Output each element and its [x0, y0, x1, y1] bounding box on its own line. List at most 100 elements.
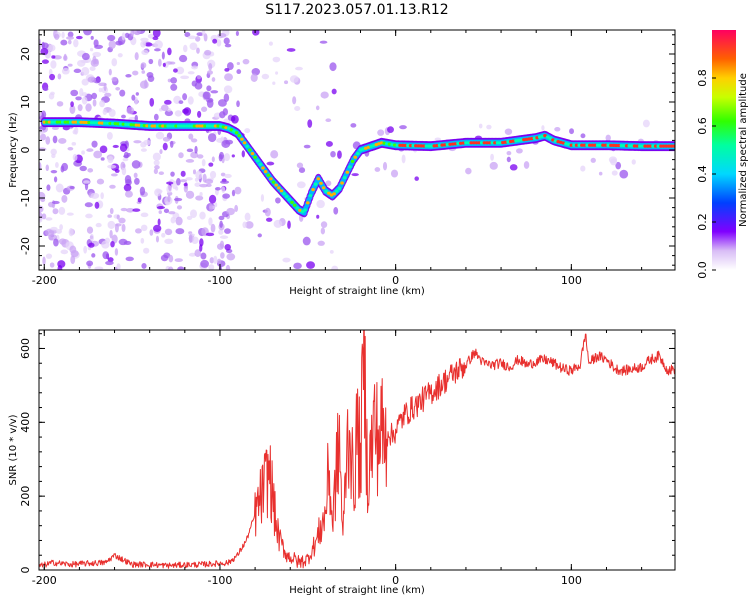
- spectrogram-ridge-core: [582, 143, 587, 147]
- spectrogram-noise-blob: [272, 56, 281, 63]
- spectrogram-noise-blob: [226, 207, 235, 216]
- spectrogram-ridge-core: [661, 144, 666, 148]
- spectrogram-noise-blob: [506, 151, 512, 156]
- spectrogram-noise-blob: [40, 110, 47, 119]
- spectrogram-noise-blob: [260, 194, 265, 202]
- spectrogram-noise-blob: [204, 49, 212, 56]
- spectrogram-ridge-core: [667, 144, 671, 148]
- spectrogram-ridge-core: [182, 124, 186, 128]
- spectrogram-noise-blob: [209, 257, 215, 264]
- spectrogram-noise-blob: [49, 262, 55, 268]
- spectrogram-ridge-core: [258, 162, 263, 166]
- spectrogram-noise-blob: [196, 32, 204, 37]
- spectrogram-noise-blob: [197, 110, 202, 118]
- spectrogram-ridge-core: [619, 144, 624, 148]
- spectrogram-noise-blob: [631, 159, 636, 165]
- spectrogram-ridge-core: [205, 124, 210, 128]
- spectrogram-noise-blob: [105, 260, 114, 266]
- spectrogram-ridge-core: [527, 137, 531, 141]
- spectrogram-noise-blob: [504, 128, 513, 135]
- spectrogram-noise-blob: [102, 251, 109, 260]
- spectrogram-ridge-core: [266, 173, 271, 177]
- spectrogram-noise-blob: [72, 129, 78, 135]
- spectrogram-ridge-core: [593, 143, 597, 147]
- spectrogram-ridge-core: [129, 123, 134, 127]
- spectrogram-noise-blob: [580, 133, 586, 139]
- spectrogram-noise-blob: [114, 168, 120, 173]
- spectrogram-noise-blob: [268, 41, 273, 46]
- spectrogram-noise-blob: [141, 49, 149, 56]
- spectrogram-ridge-core: [348, 165, 352, 169]
- spectrogram-noise-blob: [70, 89, 79, 97]
- spectrogram-noise-blob: [140, 224, 148, 232]
- spectrogram-ridge-core: [648, 144, 653, 148]
- spectrogram-ridge-core: [345, 170, 350, 174]
- spectrogram-ridge-core: [292, 203, 297, 207]
- spectrogram-ridge-core: [108, 121, 112, 126]
- spectrogram-noise-blob: [102, 108, 107, 115]
- spectrogram-ridge-core: [168, 124, 173, 128]
- spectrogram-ridge-core: [200, 124, 205, 128]
- spectrogram-noise-blob: [40, 197, 46, 203]
- spectrogram-noise-blob: [580, 165, 586, 172]
- spectrogram-noise-blob: [161, 232, 166, 238]
- spectrogram-noise-blob: [515, 148, 523, 154]
- spectrogram-noise-blob: [194, 182, 201, 187]
- spectrogram-ridge-core: [47, 120, 52, 124]
- spectrogram-ridge-core: [211, 124, 215, 128]
- spectrogram-ridge-core: [213, 124, 218, 128]
- spectrogram-ridge-core: [651, 144, 655, 148]
- spectrogram-ridge-core: [63, 120, 68, 124]
- spectrogram-noise-blob: [90, 35, 94, 40]
- spectrogram-noise-blob: [202, 173, 207, 183]
- spectrogram-ridge-core: [427, 144, 431, 148]
- snr-y-tick-label: 400: [19, 412, 32, 433]
- spectrogram-noise-blob: [43, 87, 49, 91]
- spectrogram-noise-blob: [615, 161, 622, 170]
- spectrogram-ridge-core: [321, 186, 326, 190]
- spectrogram-noise-blob: [108, 40, 116, 49]
- spectrogram-noise-blob: [218, 215, 225, 221]
- spectrogram-ridge-core: [237, 134, 242, 138]
- spectrogram-noise-blob: [87, 168, 94, 173]
- spectrogram-ridge-core: [609, 143, 613, 147]
- spectrogram-noise-blob: [45, 253, 53, 259]
- spectrogram-noise-blob: [104, 92, 112, 98]
- spectrogram-ridge-core: [624, 144, 629, 148]
- snr-x-ticks: -200 -100 0 100: [32, 330, 643, 587]
- spectrogram-noise-blob: [39, 111, 42, 117]
- spectrogram-noise-blob: [135, 92, 139, 96]
- spectrogram-noise-blob: [63, 55, 68, 61]
- spectrogram-noise-blob: [121, 223, 126, 233]
- spectrogram-ridge-core: [411, 144, 416, 148]
- spectrogram-ridge-core: [142, 124, 147, 128]
- spectrogram-noise-blob: [114, 248, 119, 256]
- spectrogram-noise-blob: [50, 226, 58, 231]
- spectrogram-noise-blob: [67, 31, 74, 38]
- snr-y-ticks: 0 200 400 600: [19, 333, 675, 574]
- spectrogram-noise-blob: [199, 191, 203, 197]
- spectrogram-ridge-core: [461, 141, 466, 145]
- spectrogram-noise-blob: [133, 172, 138, 178]
- spectrogram-noise-blob: [317, 240, 325, 246]
- spectrogram-noise-blob: [55, 162, 59, 168]
- spectrogram-noise-blob: [216, 39, 222, 47]
- spectrogram-noise-blob: [205, 232, 215, 237]
- spectrogram-noise-blob: [414, 176, 419, 181]
- spectrogram-noise-blob: [162, 136, 171, 142]
- spectrogram-ridge-core: [161, 124, 165, 128]
- spectrogram-noise-blob: [275, 71, 279, 75]
- spectrogram-noise-blob: [135, 228, 142, 234]
- snr-x-tick-label: 100: [561, 574, 582, 587]
- spectrogram-noise-blob: [188, 252, 197, 257]
- spectrogram-ridge-core: [508, 139, 513, 144]
- spectrogram-noise-blob: [58, 238, 67, 245]
- spectrogram-noise-blob: [152, 224, 162, 232]
- spectrogram-noise-blob: [141, 263, 147, 269]
- spectrogram-noise-blob: [180, 75, 190, 80]
- spectrogram-noise-blob: [554, 126, 561, 132]
- spectrogram-noise-blob: [132, 208, 141, 212]
- spectrogram-noise-blob: [109, 207, 114, 215]
- spectrogram-noise-blob: [94, 266, 104, 270]
- spectrogram-noise-blob: [284, 80, 289, 85]
